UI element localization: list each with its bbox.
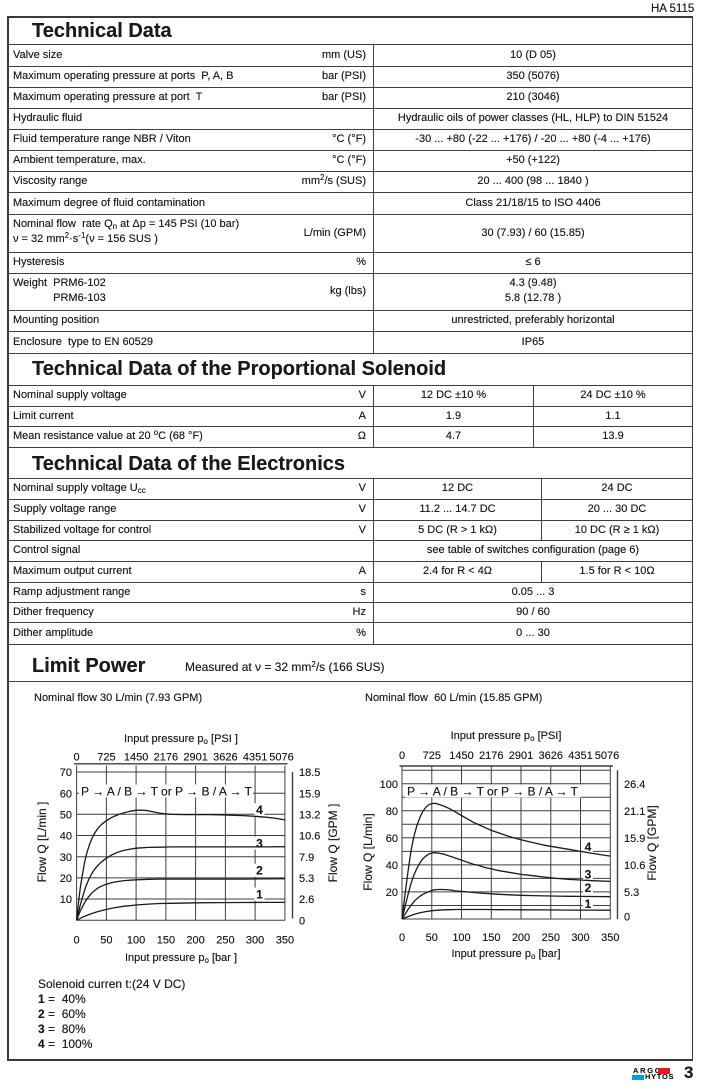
svg-text:5.3: 5.3: [624, 887, 639, 899]
svg-text:50: 50: [60, 810, 72, 822]
svg-text:40: 40: [386, 860, 398, 872]
svg-text:2: 2: [585, 881, 592, 895]
svg-text:5076: 5076: [269, 752, 293, 764]
svg-text:2901: 2901: [509, 750, 533, 762]
svg-text:50: 50: [426, 932, 438, 944]
svg-text:7.9: 7.9: [299, 852, 314, 864]
svg-text:70: 70: [60, 767, 72, 779]
svg-text:200: 200: [186, 935, 204, 947]
svg-text:2.6: 2.6: [299, 894, 314, 906]
svg-text:18.5: 18.5: [299, 767, 320, 779]
svg-text:0: 0: [399, 750, 405, 762]
svg-text:10.6: 10.6: [299, 831, 320, 843]
svg-text:P → A / B → T or P → B / A → T: P → A / B → T or P → B / A → T: [81, 785, 253, 799]
svg-text:Flow Q [GPM]: Flow Q [GPM]: [645, 805, 659, 880]
svg-text:200: 200: [512, 932, 530, 944]
svg-text:21.1: 21.1: [624, 806, 645, 818]
svg-text:150: 150: [482, 932, 500, 944]
svg-text:15.9: 15.9: [624, 833, 645, 845]
svg-text:40: 40: [60, 831, 72, 843]
svg-text:Input pressure po [bar]: Input pressure po [bar]: [451, 948, 560, 961]
svg-text:0: 0: [74, 935, 80, 947]
svg-text:300: 300: [571, 932, 589, 944]
svg-text:15.9: 15.9: [299, 788, 320, 800]
svg-text:10.6: 10.6: [624, 860, 645, 872]
svg-text:50: 50: [100, 935, 112, 947]
svg-text:3626: 3626: [539, 750, 563, 762]
svg-text:3: 3: [256, 836, 263, 850]
svg-text:30: 30: [60, 852, 72, 864]
svg-text:4351: 4351: [568, 750, 592, 762]
svg-text:4351: 4351: [243, 752, 267, 764]
svg-text:1450: 1450: [449, 750, 473, 762]
svg-text:150: 150: [157, 935, 175, 947]
svg-text:300: 300: [246, 935, 264, 947]
svg-text:350: 350: [276, 935, 294, 947]
svg-text:Input pressure po [PSI]: Input pressure po [PSI]: [451, 730, 562, 743]
svg-text:2176: 2176: [154, 752, 178, 764]
svg-text:60: 60: [386, 833, 398, 845]
svg-text:20: 20: [60, 873, 72, 885]
svg-text:0: 0: [624, 912, 630, 924]
svg-text:Input pressure po [PSI ]: Input pressure po [PSI ]: [124, 733, 238, 746]
svg-text:60: 60: [60, 788, 72, 800]
svg-text:100: 100: [127, 935, 145, 947]
svg-text:Flow Q [L/min]: Flow Q [L/min]: [361, 813, 375, 890]
svg-text:1450: 1450: [124, 752, 148, 764]
svg-text:1: 1: [256, 887, 263, 901]
svg-text:0: 0: [399, 932, 405, 944]
svg-text:3: 3: [585, 867, 592, 881]
svg-text:1: 1: [585, 897, 592, 911]
svg-text:10: 10: [60, 894, 72, 906]
svg-text:0: 0: [74, 752, 80, 764]
svg-text:725: 725: [97, 752, 115, 764]
svg-text:0: 0: [299, 915, 305, 927]
svg-text:26.4: 26.4: [624, 779, 645, 791]
svg-text:5076: 5076: [595, 750, 619, 762]
svg-text:80: 80: [386, 806, 398, 818]
svg-text:100: 100: [380, 779, 398, 791]
svg-text:2176: 2176: [479, 750, 503, 762]
svg-text:350: 350: [601, 932, 619, 944]
svg-text:4: 4: [256, 803, 263, 817]
svg-text:4: 4: [585, 840, 592, 854]
svg-text:P → A / B → T or P → B / A → T: P → A / B → T or P → B / A → T: [407, 785, 579, 799]
svg-text:13.2: 13.2: [299, 810, 320, 822]
svg-text:250: 250: [216, 935, 234, 947]
svg-text:100: 100: [452, 932, 470, 944]
svg-text:5.3: 5.3: [299, 873, 314, 885]
svg-text:3626: 3626: [213, 752, 237, 764]
svg-text:Flow Q [L/min ]: Flow Q [L/min ]: [35, 802, 49, 883]
svg-text:250: 250: [542, 932, 560, 944]
svg-text:Input pressure po [bar ]: Input pressure po [bar ]: [125, 952, 237, 965]
svg-text:2: 2: [256, 864, 263, 878]
svg-text:725: 725: [423, 750, 441, 762]
svg-text:20: 20: [386, 887, 398, 899]
svg-text:Flow Q [GPM ]: Flow Q [GPM ]: [326, 804, 340, 883]
svg-text:2901: 2901: [183, 752, 207, 764]
